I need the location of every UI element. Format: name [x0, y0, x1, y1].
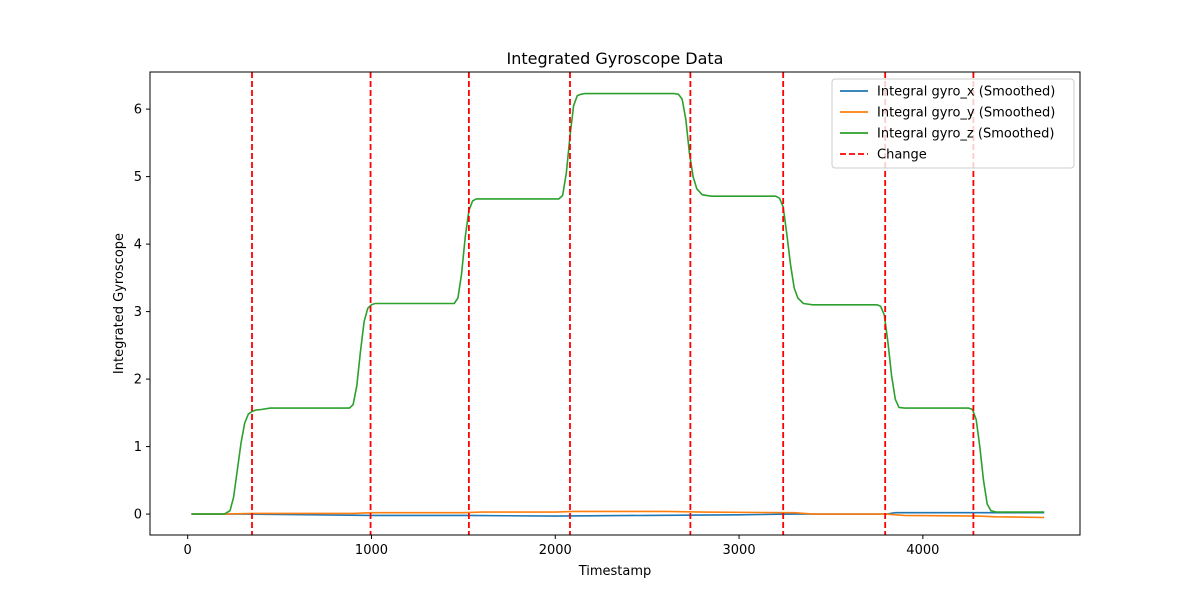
y-axis: 0 1 2 3 4 5 6 [134, 103, 150, 523]
y-tick-label: 2 [134, 373, 142, 388]
x-axis-label: Timestamp [578, 564, 652, 579]
chart-title: Integrated Gyroscope Data [507, 49, 724, 68]
series-line-2 [191, 510, 1045, 519]
x-tick-label: 3000 [723, 543, 756, 558]
x-tick-label: 2000 [539, 543, 572, 558]
legend-box [831, 78, 1075, 169]
x-tick-label: 4000 [906, 543, 939, 558]
y-tick-label: 1 [134, 440, 142, 455]
legend-label: Change [877, 148, 927, 163]
legend-label: Integral gyro_z (Smoothed) [877, 127, 1054, 142]
y-tick-label: 5 [134, 170, 142, 185]
legend: Integral gyro_x (Smoothed) Integral gyro_… [831, 78, 1075, 169]
y-tick-label: 0 [134, 508, 142, 523]
y-tick-label: 3 [134, 305, 142, 320]
x-tick-label: 0 [184, 543, 192, 558]
x-axis: 0 1000 2000 3000 4000 [184, 535, 939, 558]
y-tick-label: 6 [134, 103, 142, 118]
series-line-3 [191, 92, 1045, 515]
y-tick-label: 4 [134, 238, 142, 253]
legend-label: Integral gyro_x (Smoothed) [877, 85, 1055, 100]
x-tick-label: 1000 [355, 543, 388, 558]
legend-label: Integral gyro_y (Smoothed) [877, 106, 1055, 121]
axes-frame [149, 71, 1081, 536]
series-line-1 [191, 511, 1045, 517]
y-axis-label: Integrated Gyroscope [112, 233, 127, 374]
